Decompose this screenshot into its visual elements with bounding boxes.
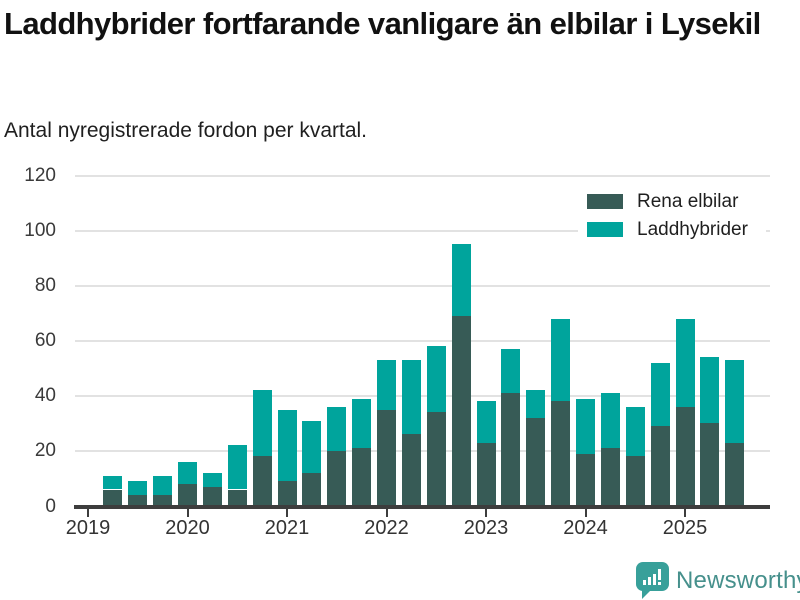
bar-2020-K1-laddhybrider bbox=[178, 461, 197, 484]
y-axis-label-0: 0 bbox=[45, 495, 56, 517]
legend-label-laddhybrider: Laddhybrider bbox=[637, 219, 748, 240]
bar-2021-K3-laddhybrider bbox=[327, 406, 347, 451]
logo-exclamation-bar bbox=[658, 569, 661, 580]
legend-swatch-laddhybrider bbox=[587, 222, 623, 237]
bar-2022-K2-laddhybrider bbox=[401, 360, 421, 435]
legend-label-rena-elbilar: Rena elbilar bbox=[637, 191, 739, 212]
bar-2023-K2-laddhybrider bbox=[501, 349, 521, 394]
bar-2022-K4-rena-elbilar bbox=[451, 315, 471, 506]
bar-chart-speech-bubble-icon bbox=[636, 562, 669, 591]
bar-2019-K3-laddhybrider bbox=[128, 481, 148, 495]
newsworthy-wordmark: Newsworthy bbox=[676, 567, 800, 594]
bar-2022-K2-rena-elbilar bbox=[401, 434, 421, 506]
x-axis-tick-2024 bbox=[584, 508, 587, 517]
y-axis-label-100: 100 bbox=[24, 220, 56, 241]
bar-2025-K2-rena-elbilar bbox=[700, 423, 720, 506]
bar-2024-K4-rena-elbilar bbox=[650, 426, 670, 506]
legend-swatch-rena-elbilar bbox=[587, 194, 623, 209]
x-axis-tick-2022 bbox=[385, 508, 388, 517]
bar-2021-K4-rena-elbilar bbox=[352, 448, 372, 506]
x-axis-tick-2025 bbox=[684, 508, 686, 517]
bar-2020-K2-laddhybrider bbox=[202, 472, 222, 487]
x-axis-label-2024: 2024 bbox=[563, 517, 608, 539]
x-axis-label-2023: 2023 bbox=[463, 517, 509, 539]
x-axis-label-2019: 2019 bbox=[65, 517, 111, 539]
bar-2023-K3-laddhybrider bbox=[526, 390, 546, 418]
x-axis-label-2021: 2021 bbox=[264, 517, 310, 539]
bar-2025-K1-rena-elbilar bbox=[675, 406, 695, 506]
chart-subtitle: Antal nyregistrerade fordon per kvartal. bbox=[4, 119, 368, 142]
bar-2019-K4-rena-elbilar bbox=[153, 495, 173, 506]
bar-2021-K2-rena-elbilar bbox=[302, 472, 322, 506]
bar-2020-K1-rena-elbilar bbox=[178, 484, 197, 506]
bar-2019-K2-rena-elbilar bbox=[103, 489, 123, 506]
y-axis-label-20: 20 bbox=[34, 440, 56, 462]
x-axis-line bbox=[74, 505, 770, 509]
bar-2024-K1-laddhybrider bbox=[576, 398, 595, 454]
bar-2023-K1-laddhybrider bbox=[476, 401, 496, 443]
bar-2022-K1-laddhybrider bbox=[377, 360, 396, 410]
bar-2023-K4-laddhybrider bbox=[551, 318, 571, 402]
bar-2025-K2-laddhybrider bbox=[700, 357, 720, 424]
bar-2019-K3-rena-elbilar bbox=[128, 495, 148, 506]
bar-2021-K1-laddhybrider bbox=[277, 409, 297, 482]
bar-2024-K2-rena-elbilar bbox=[600, 448, 620, 506]
bar-2021-K3-rena-elbilar bbox=[327, 450, 347, 506]
bar-2023-K1-rena-elbilar bbox=[476, 442, 496, 506]
bar-2020-K4-laddhybrider bbox=[252, 390, 272, 457]
gridline-20 bbox=[75, 450, 770, 453]
bar-2024-K4-laddhybrider bbox=[650, 362, 670, 427]
bar-2024-K3-rena-elbilar bbox=[625, 456, 645, 506]
x-axis-label-2022: 2022 bbox=[364, 517, 409, 539]
bar-2020-K3-laddhybrider bbox=[227, 445, 247, 490]
x-axis-tick-2020 bbox=[186, 508, 189, 517]
y-axis-label-120: 120 bbox=[24, 164, 56, 186]
bar-2020-K4-rena-elbilar bbox=[252, 456, 272, 506]
bar-2025-K3-laddhybrider bbox=[725, 360, 745, 443]
bar-2022-K1-rena-elbilar bbox=[377, 409, 396, 506]
bar-2022-K3-laddhybrider bbox=[426, 346, 446, 413]
bar-2022-K3-rena-elbilar bbox=[426, 412, 446, 506]
x-axis-tick-2019 bbox=[87, 508, 89, 517]
logo-bar-1 bbox=[643, 580, 646, 585]
bar-2022-K4-laddhybrider bbox=[451, 244, 471, 316]
y-axis-label-80: 80 bbox=[34, 275, 56, 297]
y-axis-label-60: 60 bbox=[34, 330, 56, 352]
gridline-120 bbox=[75, 174, 770, 177]
logo-bar-2 bbox=[648, 577, 651, 585]
x-axis-label-2020: 2020 bbox=[165, 517, 210, 539]
bar-2020-K2-rena-elbilar bbox=[202, 486, 222, 506]
x-axis-tick-2023 bbox=[485, 508, 487, 517]
logo-tail bbox=[642, 590, 651, 599]
bar-2021-K2-laddhybrider bbox=[302, 420, 322, 473]
bar-2025-K1-laddhybrider bbox=[675, 318, 695, 407]
chart-title: Laddhybrider fortfarande vanligare än el… bbox=[4, 6, 761, 41]
bar-2021-K4-laddhybrider bbox=[352, 398, 372, 449]
bar-2021-K1-rena-elbilar bbox=[277, 481, 297, 506]
x-axis-label-2025: 2025 bbox=[662, 517, 708, 539]
bar-2023-K2-rena-elbilar bbox=[501, 393, 521, 506]
logo-bar-3 bbox=[653, 574, 656, 585]
bar-2025-K3-rena-elbilar bbox=[725, 442, 745, 506]
bar-2024-K1-rena-elbilar bbox=[576, 453, 595, 506]
bar-2023-K3-rena-elbilar bbox=[526, 417, 546, 506]
logo-exclamation-dot bbox=[658, 582, 661, 585]
gridline-40 bbox=[75, 395, 770, 398]
x-axis-tick-2021 bbox=[286, 508, 288, 517]
bar-2019-K2-laddhybrider bbox=[103, 475, 123, 490]
bar-2024-K2-laddhybrider bbox=[600, 393, 620, 449]
y-axis-label-40: 40 bbox=[34, 385, 56, 407]
gridline-100 bbox=[75, 230, 770, 232]
bar-2024-K3-laddhybrider bbox=[625, 406, 645, 457]
bar-2020-K3-rena-elbilar bbox=[227, 489, 247, 506]
gridline-80 bbox=[75, 285, 770, 288]
bar-2019-K4-laddhybrider bbox=[153, 475, 173, 495]
bar-2023-K4-rena-elbilar bbox=[551, 401, 571, 506]
gridline-60 bbox=[75, 340, 770, 343]
